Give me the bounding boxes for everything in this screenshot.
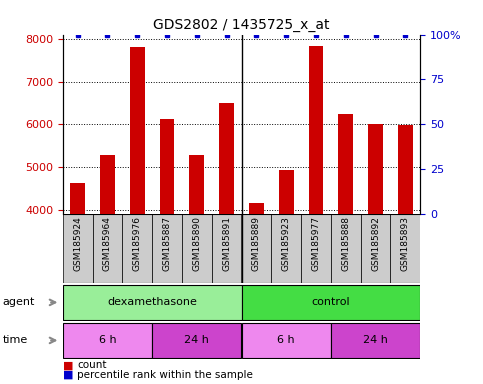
- Bar: [63, 323, 152, 358]
- Bar: [271, 214, 301, 283]
- Bar: [331, 323, 420, 358]
- Bar: [279, 170, 294, 214]
- Text: GSM185924: GSM185924: [73, 216, 82, 271]
- Text: GSM185923: GSM185923: [282, 216, 291, 271]
- Text: ■: ■: [63, 360, 73, 370]
- Text: GSM185964: GSM185964: [103, 216, 112, 271]
- Text: GSM185976: GSM185976: [133, 216, 142, 271]
- Bar: [301, 214, 331, 283]
- Bar: [159, 119, 174, 214]
- Text: percentile rank within the sample: percentile rank within the sample: [77, 370, 253, 380]
- Text: count: count: [77, 360, 107, 370]
- Bar: [242, 323, 331, 358]
- Bar: [152, 214, 182, 283]
- Bar: [361, 214, 390, 283]
- Bar: [242, 214, 271, 283]
- Text: GSM185887: GSM185887: [163, 216, 171, 271]
- Bar: [122, 214, 152, 283]
- Text: agent: agent: [2, 297, 35, 308]
- Bar: [331, 214, 361, 283]
- Bar: [152, 323, 242, 358]
- Bar: [130, 47, 145, 214]
- Bar: [189, 155, 204, 214]
- Bar: [249, 203, 264, 214]
- Text: GSM185888: GSM185888: [341, 216, 350, 271]
- Text: GSM185891: GSM185891: [222, 216, 231, 271]
- Bar: [368, 124, 383, 214]
- Text: GSM185977: GSM185977: [312, 216, 320, 271]
- Bar: [63, 285, 242, 319]
- Bar: [93, 214, 122, 283]
- Bar: [100, 155, 115, 214]
- Bar: [242, 285, 420, 319]
- Text: 24 h: 24 h: [363, 335, 388, 346]
- Bar: [398, 125, 413, 214]
- Text: GSM185892: GSM185892: [371, 216, 380, 271]
- Bar: [182, 214, 212, 283]
- Text: ■: ■: [63, 370, 73, 380]
- Bar: [390, 214, 420, 283]
- Text: time: time: [2, 335, 28, 346]
- Text: GSM185889: GSM185889: [252, 216, 261, 271]
- Text: GSM185893: GSM185893: [401, 216, 410, 271]
- Text: dexamethasone: dexamethasone: [107, 297, 197, 308]
- Bar: [212, 214, 242, 283]
- Title: GDS2802 / 1435725_x_at: GDS2802 / 1435725_x_at: [153, 18, 330, 32]
- Bar: [338, 114, 353, 214]
- Text: GSM185890: GSM185890: [192, 216, 201, 271]
- Text: 6 h: 6 h: [277, 335, 295, 346]
- Text: 6 h: 6 h: [99, 335, 116, 346]
- Bar: [219, 103, 234, 214]
- Bar: [309, 46, 324, 214]
- Text: control: control: [312, 297, 350, 308]
- Text: 24 h: 24 h: [185, 335, 209, 346]
- Bar: [63, 214, 93, 283]
- Bar: [70, 184, 85, 214]
